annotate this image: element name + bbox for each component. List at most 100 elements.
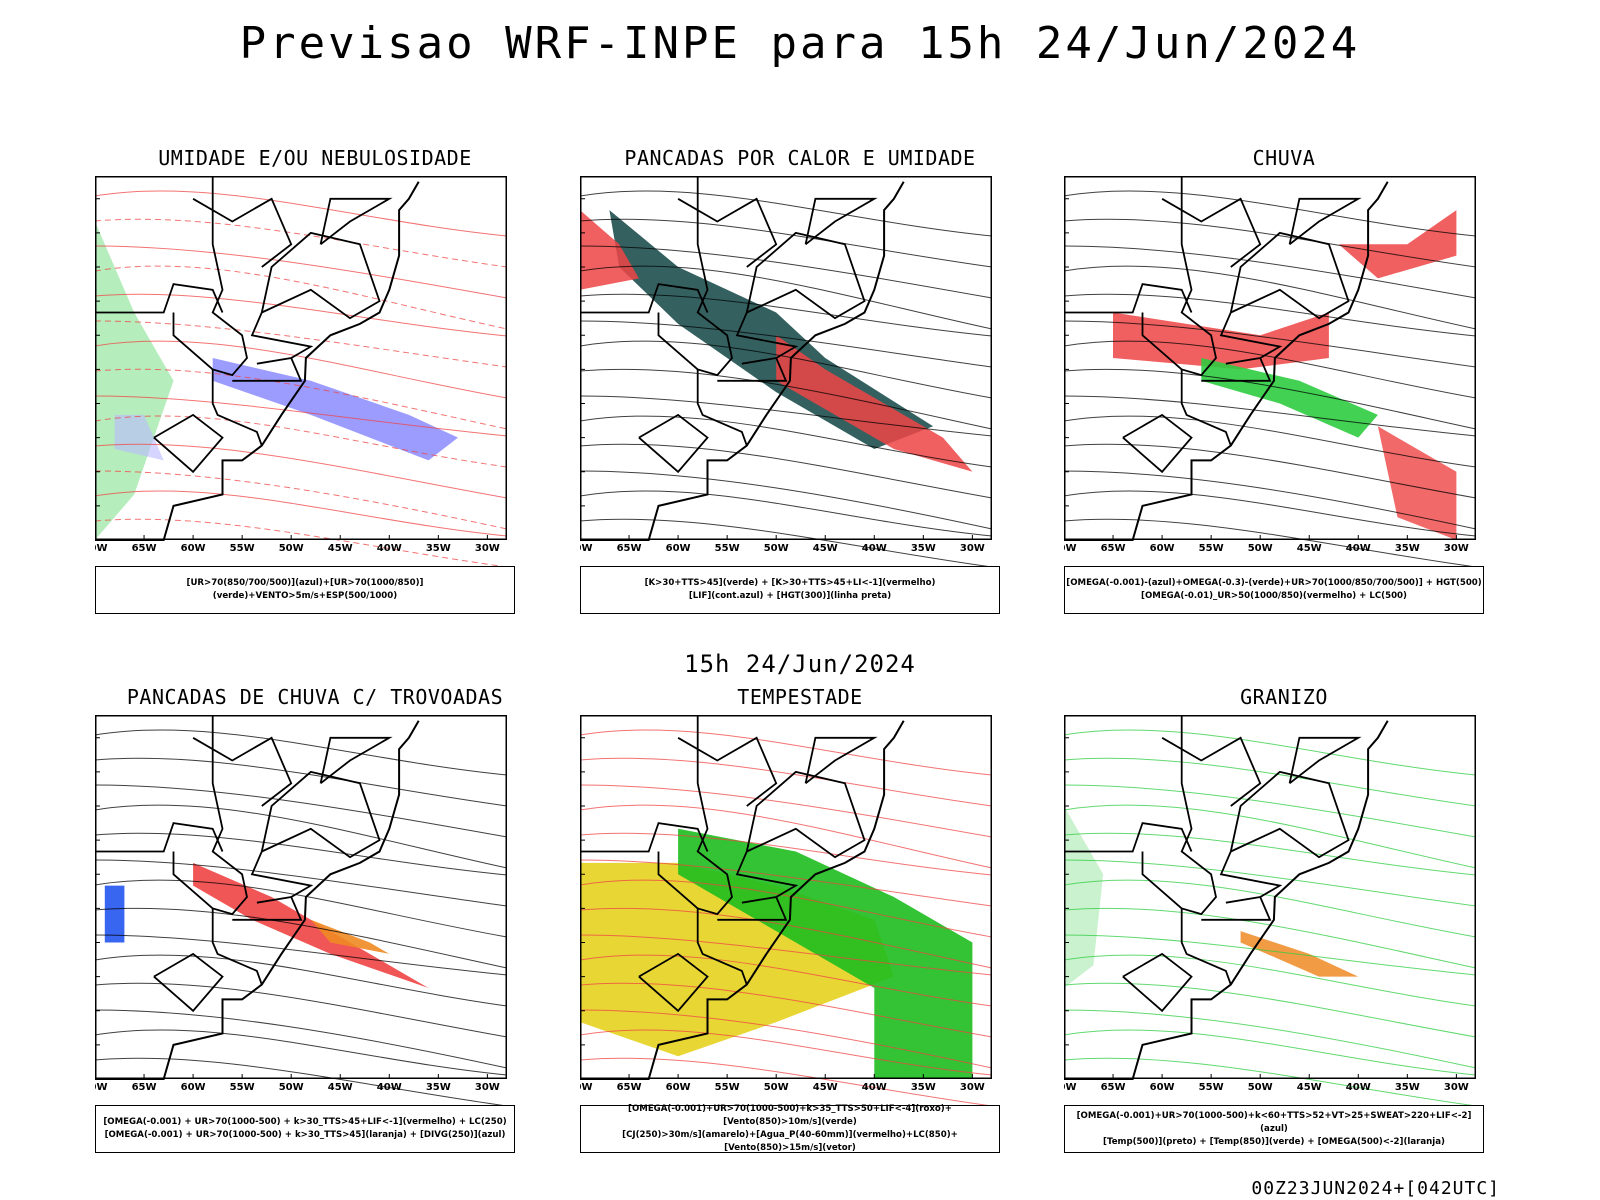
lon-label: 55W [715,1082,740,1093]
panel-trovoadas: PANCADAS DE CHUVA C/ TROVOADAS 12S15S18S… [95,685,535,1155]
border-line [260,770,381,859]
panel-legend: [K>30+TTS>45](verde) + [K>30+TTS>45+LI<-… [580,566,1000,614]
map-pancadas-calor: 12S15S18S21S24S27S30S33S36S39S42S70W65W6… [580,176,993,566]
panel-legend: [OMEGA(-0.001) + UR>70(1000-500) + k>30_… [95,1105,515,1153]
border-line [1141,312,1183,371]
lon-label: 40W [377,1082,402,1093]
border-line [745,231,866,320]
lon-label: 45W [328,1082,353,1093]
panel-legend: [OMEGA(-0.001)+UR>70(1000-500)+k<60+TTS>… [1064,1105,1484,1153]
border-line [172,851,214,910]
isoline [95,265,508,330]
lon-label: 35W [911,1082,936,1093]
isoline [95,859,508,907]
panel-granizo: GRANIZO 12S15S18S21S24S27S30S33S36S39S42… [1064,685,1504,1155]
lon-label: 40W [377,543,402,554]
panel-title: UMIDADE E/OU NEBULOSIDADE [158,146,472,170]
border-line [232,357,303,382]
border-line [1064,283,1193,314]
border-line [1180,176,1232,446]
isoline [95,784,508,838]
field-area [193,862,429,988]
border-line [153,952,224,1013]
legend-line: [K>30+TTS>45](verde) + [K>30+TTS>45+LI<-… [644,578,936,588]
panel-title: PANCADAS POR CALOR E UMIDADE [624,146,976,170]
border-line [580,822,709,853]
isoline [580,757,993,807]
border-line [1180,715,1232,985]
coastline [580,181,905,541]
isoline [95,1057,504,1105]
panel-tempestade: TEMPESTADE 12S15S18S21S24S27S30S33S36S39… [580,685,1020,1155]
isoline [580,832,993,876]
field-area [114,414,164,461]
isoline [580,443,993,499]
border-line [735,851,799,904]
panel-chuva: CHUVA 12S15S18S21S24S27S30S33S36S39S42S7… [1064,146,1504,616]
isoline [580,859,993,907]
isoline [580,265,993,330]
isoline [580,982,993,1038]
lon-label: 50W [764,1082,789,1093]
lon-label: 40W [862,1082,887,1093]
border-line [319,736,393,785]
border-line [250,851,314,904]
border-line [1161,736,1262,807]
isoline [580,1057,989,1105]
isoline [95,190,508,237]
lon-label: 40W [1346,543,1371,554]
border-line [657,851,699,910]
isoline [95,320,508,368]
border-line [211,715,263,985]
isoline [580,395,993,437]
isoline [1064,490,1477,537]
main-title: Previsao WRF-INPE para 15h 24/Jun/2024 [239,18,1361,69]
isoline [1064,859,1477,907]
field-area [1113,312,1329,370]
isoline [95,907,508,969]
isoline [95,518,504,566]
legend-line: [UR>70(850/700/500)](azul)+[UR>70(1000/8… [186,578,424,601]
isoline [1064,1029,1477,1076]
panel-legend: [OMEGA(-0.001)-(azul)+OMEGA(-0.3)-(verde… [1064,566,1484,614]
border-line [1201,357,1272,382]
lon-label: 45W [1297,543,1322,554]
run-timestamp: 00Z23JUN2024+[042UTC] [1251,1178,1500,1199]
field-area [212,358,458,461]
lon-label: 65W [617,543,642,554]
map-group: 12S15S18S21S24S27S30S33S36S39S42S70W65W6… [580,715,993,1105]
border-line [172,312,214,371]
lon-label: 30W [1444,1082,1469,1093]
map-group: 12S15S18S21S24S27S30S33S36S39S42S70W65W6… [1064,176,1477,566]
field-area [1377,426,1457,540]
border-line [250,312,314,365]
isoline [95,729,508,776]
isoline [95,443,508,499]
border-line [717,357,788,382]
isoline [95,340,508,399]
isoline [1064,982,1477,1038]
map-background [1064,715,1476,1079]
lon-label: 70W [1064,543,1076,554]
border-line [211,176,263,446]
panel-title: PANCADAS DE CHUVA C/ TROVOADAS [126,685,504,709]
border-line [804,736,878,785]
lon-label: 65W [617,1082,642,1093]
border-line [638,952,709,1013]
field-area [1201,358,1378,438]
isoline [1064,804,1477,869]
map-group: 12S15S18S21S24S27S30S33S36S39S42S70W65W6… [95,715,508,1105]
map-group: 12S15S18S21S24S27S30S33S36S39S42S70W65W6… [95,176,508,566]
isoline [580,729,993,776]
border-line [1229,231,1350,320]
isoline [1064,907,1477,969]
map-tempestade: 12S15S18S21S24S27S30S33S36S39S42S70W65W6… [580,715,993,1105]
isoline [1064,879,1477,938]
panel-legend: [UR>70(850/700/500)](azul)+[UR>70(1000/8… [95,566,515,614]
lon-label: 50W [279,1082,304,1093]
legend-line: [LIF](cont.azul) + [HGT(300)](linha pret… [688,591,892,601]
map-group: 12S15S18S21S24S27S30S33S36S39S42S70W65W6… [1064,715,1477,1105]
border-line [696,176,748,446]
isoline [580,879,993,938]
lon-label: 35W [1395,1082,1420,1093]
